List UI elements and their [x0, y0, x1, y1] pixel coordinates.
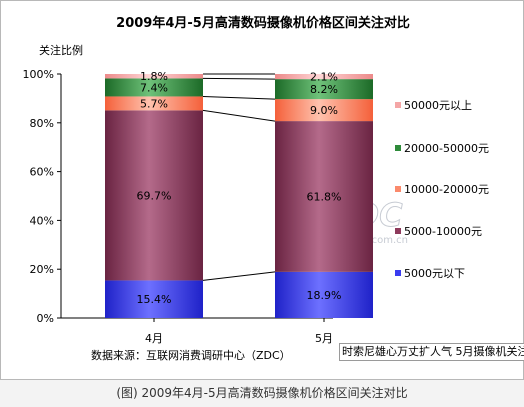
- bar-segment: [275, 79, 373, 100]
- bar-segment: [275, 271, 373, 318]
- legend-label: 50000元以上: [404, 99, 472, 112]
- series-connector-line: [202, 109, 276, 122]
- legend-label: 10000-20000元: [404, 183, 489, 196]
- news-ticker[interactable]: 时索尼雄心万丈扩人气 5月摄像机关注: [339, 343, 524, 361]
- bar-segment: [105, 110, 203, 281]
- y-tick-label: 60%: [30, 166, 54, 179]
- legend-swatch: [395, 145, 401, 151]
- data-label: 7.4%: [140, 81, 168, 94]
- data-label: 15.4%: [137, 293, 172, 306]
- series-connector-line: [202, 271, 276, 281]
- chart-title: 2009年4月-5月高清数码摄像机价格区间关注对比: [116, 15, 410, 31]
- data-label: 8.2%: [310, 83, 338, 96]
- legend-swatch: [395, 270, 401, 276]
- y-tick-label: 0%: [37, 312, 54, 325]
- bar-segment: [105, 78, 203, 97]
- bar-segment: [105, 74, 203, 79]
- data-label: 2.1%: [310, 71, 338, 84]
- series-connector-line: [202, 95, 276, 100]
- y-tick-label: 40%: [30, 214, 54, 227]
- y-tick-label: 100%: [23, 68, 54, 81]
- y-axis-label: 关注比例: [39, 43, 83, 57]
- data-label: 69.7%: [137, 189, 172, 202]
- data-label: 18.9%: [307, 289, 342, 302]
- legend-label: 5000元以下: [404, 267, 465, 280]
- bar-segment: [275, 121, 373, 272]
- legend-label: 20000-50000元: [404, 142, 489, 155]
- chart-frame: 2009年4月-5月高清数码摄像机价格区间关注对比 关注比例 ZDC zdc.z…: [0, 0, 524, 380]
- bar-segment: [275, 99, 373, 122]
- data-label: 61.8%: [307, 190, 342, 203]
- legend-swatch: [395, 228, 401, 234]
- figure-caption: (图) 2009年4月-5月高清数码摄像机价格区间关注对比: [0, 380, 524, 407]
- data-label: 1.8%: [140, 70, 168, 83]
- stacked-bar-chart: 2009年4月-5月高清数码摄像机价格区间关注对比 关注比例 ZDC zdc.z…: [23, 15, 489, 362]
- y-tick-label: 20%: [30, 263, 54, 276]
- legend-swatch: [395, 102, 401, 108]
- bar-segment: [105, 96, 203, 111]
- x-tick-label: 5月: [315, 332, 333, 345]
- legend-label: 5000-10000元: [404, 225, 482, 238]
- series-connector-line: [202, 77, 276, 80]
- y-tick-label: 80%: [30, 117, 54, 130]
- x-tick-label: 4月: [145, 332, 163, 345]
- legend-swatch: [395, 186, 401, 192]
- data-label: 5.7%: [140, 97, 168, 110]
- data-label: 9.0%: [310, 104, 338, 117]
- bar-segment: [105, 280, 203, 318]
- source-note: 数据来源：互联网消费调研中心（ZDC）: [91, 348, 291, 362]
- bar-segment: [275, 74, 373, 80]
